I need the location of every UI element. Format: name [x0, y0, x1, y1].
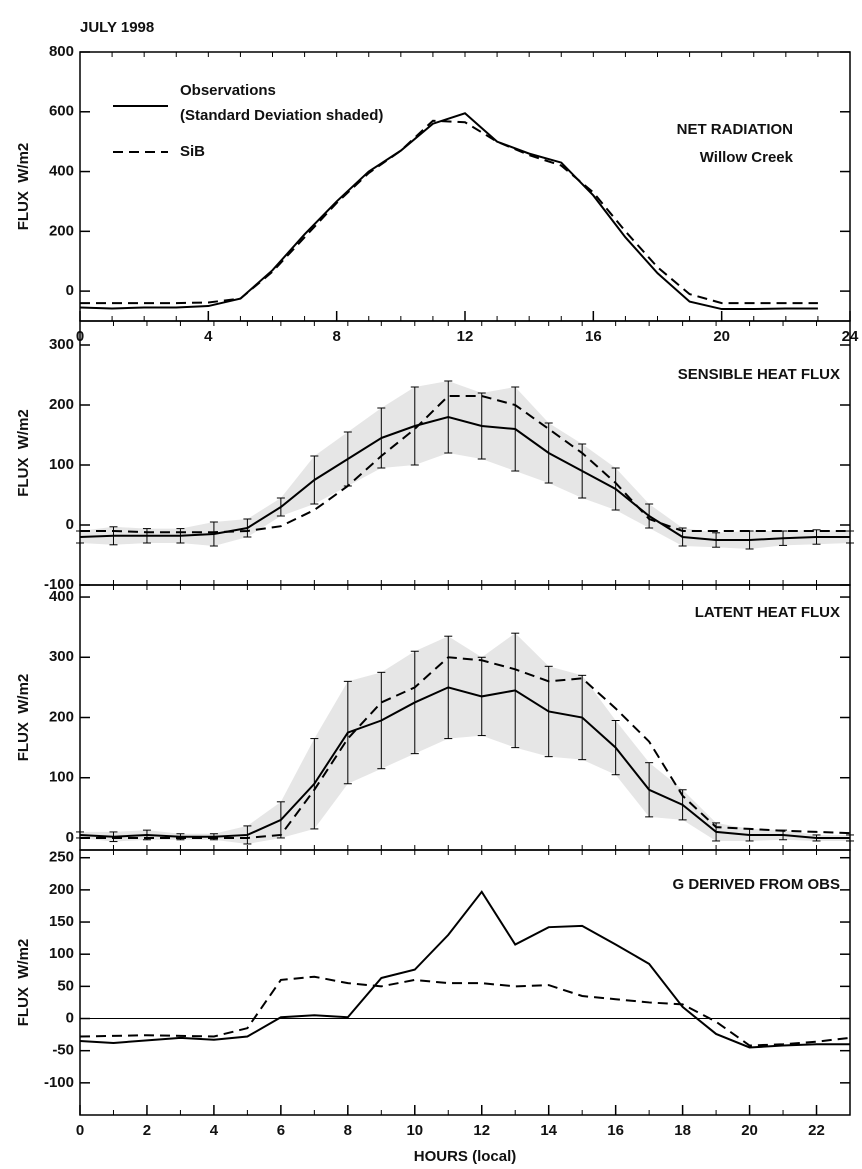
y-tick-label: 50 — [57, 977, 74, 994]
y-tick-label: 200 — [49, 881, 74, 898]
panel-label: Willow Creek — [700, 149, 794, 166]
legend-label: SiB — [180, 143, 205, 160]
x-tick-label: 20 — [713, 328, 730, 345]
y-axis-label: FLUX W/m2 — [15, 939, 32, 1027]
error-bar — [109, 526, 118, 546]
x-tick-label: 8 — [344, 1122, 352, 1139]
y-tick-label: 250 — [49, 849, 74, 866]
series-line — [79, 890, 850, 1049]
y-tick-label: 800 — [49, 43, 74, 60]
y-tick-label: -100 — [44, 576, 74, 593]
legend-label: Observations — [180, 82, 276, 99]
y-tick-label: 150 — [49, 913, 74, 930]
error-bar — [611, 720, 620, 776]
x-tick-label: 16 — [585, 328, 602, 345]
error-bar — [377, 671, 386, 770]
panel-label: NET RADIATION — [677, 121, 793, 138]
panel-label: G DERIVED FROM OBS — [672, 876, 840, 893]
error-bar — [444, 380, 453, 454]
error-bar — [477, 392, 486, 460]
error-bar — [109, 831, 118, 843]
y-tick-label: 600 — [49, 103, 74, 120]
error-bar — [511, 632, 520, 749]
error-bar — [243, 825, 252, 845]
y-tick-label: 0 — [66, 516, 74, 533]
std-shade — [80, 381, 850, 549]
error-bar — [276, 801, 285, 839]
x-tick-label: 2 — [143, 1122, 151, 1139]
y-tick-label: 0 — [66, 829, 74, 846]
error-bar — [410, 650, 419, 755]
y-tick-label: 200 — [49, 222, 74, 239]
error-bar — [310, 455, 319, 505]
error-bar — [243, 518, 252, 538]
y-tick-label: 300 — [49, 336, 74, 353]
y-tick-label: 200 — [49, 396, 74, 413]
x-tick-label: 12 — [473, 1122, 490, 1139]
x-tick-label: 4 — [210, 1122, 219, 1139]
x-tick-label: 4 — [204, 328, 213, 345]
error-bar — [611, 467, 620, 511]
error-bar — [544, 422, 553, 484]
error-bar — [142, 528, 151, 544]
std-shade — [80, 633, 850, 844]
y-axis-label: FLUX W/m2 — [15, 143, 32, 231]
error-bar — [343, 680, 352, 785]
x-tick-label: 0 — [76, 1122, 84, 1139]
series-line — [79, 112, 818, 311]
x-tick-label: 14 — [540, 1122, 557, 1139]
y-tick-label: 300 — [49, 648, 74, 665]
legend-note: (Standard Deviation shaded) — [180, 107, 383, 124]
x-tick-label: 6 — [277, 1122, 285, 1139]
series-line — [80, 119, 818, 305]
error-bar — [209, 521, 218, 547]
y-tick-label: 100 — [49, 456, 74, 473]
error-bar — [645, 503, 654, 529]
series-line — [79, 686, 850, 839]
panel-label: SENSIBLE HEAT FLUX — [678, 366, 840, 383]
x-tick-label: 12 — [457, 328, 474, 345]
error-bar — [578, 674, 587, 761]
error-bar — [377, 407, 386, 469]
error-bar — [276, 497, 285, 517]
y-tick-label: 0 — [66, 1009, 74, 1026]
error-bar — [812, 529, 821, 545]
y-axis-label: FLUX W/m2 — [15, 674, 32, 762]
error-bar — [645, 762, 654, 818]
y-tick-label: 0 — [66, 282, 74, 299]
error-bar — [511, 386, 520, 472]
error-bar — [477, 656, 486, 737]
error-bar — [712, 532, 721, 548]
chart-title: JULY 1998 — [80, 19, 154, 36]
y-tick-label: 400 — [49, 588, 74, 605]
x-axis-label: HOURS (local) — [414, 1148, 517, 1165]
x-tick-label: 20 — [741, 1122, 758, 1139]
error-bar — [310, 738, 319, 830]
series-line — [79, 415, 850, 541]
y-tick-label: -100 — [44, 1074, 74, 1091]
x-tick-label: 18 — [674, 1122, 691, 1139]
error-bar — [176, 528, 185, 544]
x-tick-label: 22 — [808, 1122, 825, 1139]
y-tick-label: 100 — [49, 945, 74, 962]
error-bar — [410, 386, 419, 466]
x-tick-label: 8 — [332, 328, 340, 345]
error-bar — [444, 635, 453, 740]
y-tick-label: 100 — [49, 769, 74, 786]
y-tick-label: 200 — [49, 708, 74, 725]
y-tick-label: 400 — [49, 163, 74, 180]
series-line — [80, 656, 851, 839]
x-tick-label: 16 — [607, 1122, 624, 1139]
series-line — [79, 975, 851, 1047]
series-line — [80, 395, 850, 534]
plot-frame — [79, 849, 851, 1116]
panel-label: LATENT HEAT FLUX — [695, 604, 840, 621]
y-tick-label: -50 — [52, 1042, 74, 1059]
y-axis-label: FLUX W/m2 — [15, 409, 32, 497]
x-tick-label: 10 — [406, 1122, 423, 1139]
error-bar — [812, 834, 821, 842]
